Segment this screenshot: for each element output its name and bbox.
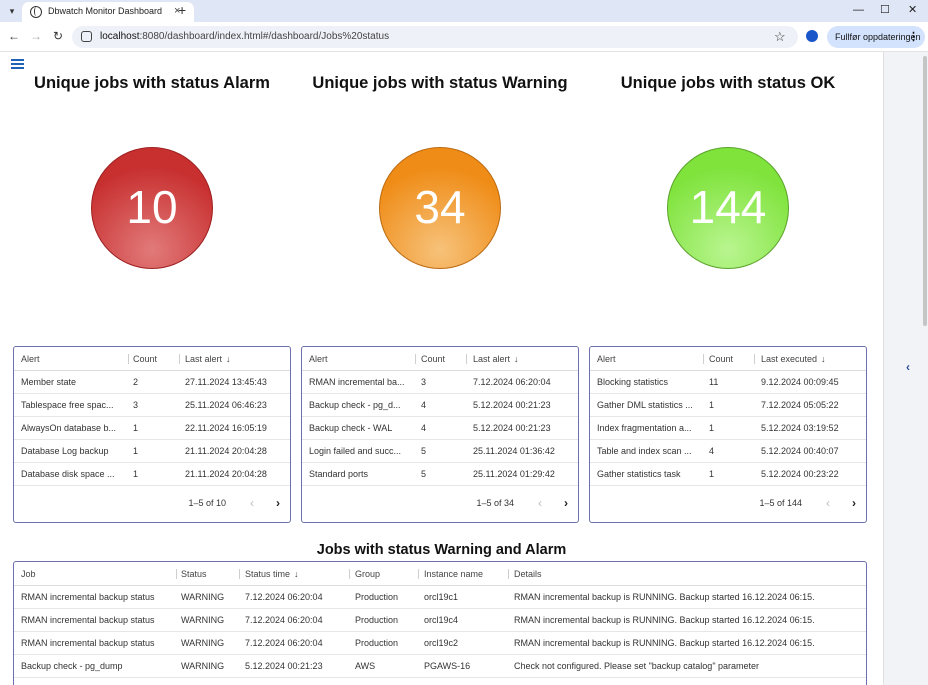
table-header: Alert Count Last alert ↓ [14,347,290,371]
sort-descending-icon[interactable]: ↓ [514,354,519,364]
pagination: 1–5 of 34 ‹ › [302,486,578,522]
column-header-instance-name[interactable]: Instance name [424,569,484,579]
tab-title: Dbwatch Monitor Dashboard [48,6,163,16]
table-row[interactable]: Gather DML statistics ... 1 7.12.2024 05:0… [590,394,866,417]
table-row[interactable]: Backup check - WAL 4 5.12.2024 00:21:23 [302,417,578,440]
table-row[interactable]: Tablespace free spac... 3 25.11.2024 06:46… [14,394,290,417]
bookmark-star-icon[interactable]: ☆ [774,29,786,44]
column-header-count[interactable]: Count [133,354,158,364]
ok-jobs-table: Alert Count Last executed ↓ Blocking stat… [589,346,867,523]
warning-jobs-table: Alert Count Last alert ↓ RMAN incremental… [301,346,579,523]
new-tab-icon[interactable]: + [178,2,187,18]
jobs-section-title: Jobs with status Warning and Alarm [316,542,567,558]
table-row[interactable]: Member state 2 27.11.2024 13:45:43 [14,371,290,394]
site-info-icon[interactable] [81,31,92,42]
browser-tab-bar: ▾ Dbwatch Monitor Dashboard × + — ☐ ✕ [0,0,928,22]
table-header: Job Status Status time ↓ Group Instance n… [14,562,866,586]
forward-icon[interactable]: → [30,29,42,43]
more-menu-icon[interactable]: ⋮ [908,31,919,43]
ok-panel-title: Unique jobs with status OK [620,74,836,92]
pagination: 1–5 of 10 ‹ › [14,486,290,522]
profile-icon[interactable] [806,30,818,42]
pagination: 1–5 of 144 ‹ › [590,486,866,522]
table-row[interactable]: RMAN incremental backup status WARNING 7.1… [14,609,866,632]
next-page-icon[interactable]: › [852,496,856,510]
close-tab-icon[interactable]: × [174,5,181,17]
column-header-alert[interactable]: Alert [309,354,328,364]
table-row[interactable]: Backup check - pg_dump WARNING 5.12.2024 0… [14,655,866,678]
table-row[interactable]: Backup check - pg_d... 4 5.12.2024 00:21:2… [302,394,578,417]
pagination-label: 1–5 of 10 [188,498,226,508]
close-window-icon[interactable]: ✕ [908,4,918,16]
jobs-warning-alarm-table: Job Status Status time ↓ Group Instance n… [13,561,867,685]
alarm-count-circle: 10 [91,147,213,269]
table-row[interactable]: RMAN incremental ba... 3 7.12.2024 06:20:0… [302,371,578,394]
column-header-status[interactable]: Status [181,569,207,579]
alarm-jobs-table: Alert Count Last alert ↓ Member state 2 27.… [13,346,291,523]
side-panel-rail: ‹ [883,52,928,685]
column-header-last-alert[interactable]: Last alert ↓ [473,354,519,364]
table-row[interactable]: AlwaysOn database b... 1 22.11.2024 16:05:… [14,417,290,440]
table-row[interactable]: RMAN incremental backup status WARNING 7.1… [14,632,866,655]
table-row[interactable]: Index fragmentation a... 1 5.12.2024 03:19… [590,417,866,440]
table-row[interactable]: Database Log backup 1 21.11.2024 20:04:28 [14,440,290,463]
column-header-last-alert[interactable]: Last alert ↓ [185,354,231,364]
warning-count-circle: 34 [379,147,501,269]
table-row[interactable]: Table and index scan ... 4 5.12.2024 00:40… [590,440,866,463]
url-text: localhost:8080/dashboard/index.html#/das… [100,31,390,42]
table-row[interactable]: Login failed and succ... 5 25.11.2024 01:3… [302,440,578,463]
alarm-panel-title: Unique jobs with status Alarm [34,74,270,92]
pagination-label: 1–5 of 144 [759,498,802,508]
scrollbar-thumb[interactable] [923,56,927,326]
reload-icon[interactable]: ↻ [53,29,64,43]
next-page-icon[interactable]: › [276,496,280,510]
table-row[interactable]: Gather statistics task 1 5.12.2024 00:23:2… [590,463,866,486]
chevron-left-icon[interactable]: ‹ [906,360,910,374]
table-row[interactable]: Standard ports 5 25.11.2024 01:29:42 [302,463,578,486]
table-header: Alert Count Last alert ↓ [302,347,578,371]
column-header-details[interactable]: Details [514,569,542,579]
column-header-count[interactable]: Count [709,354,734,364]
previous-page-icon[interactable]: ‹ [826,496,830,510]
browser-tab[interactable]: Dbwatch Monitor Dashboard × [22,2,194,22]
next-page-icon[interactable]: › [564,496,568,510]
maximize-icon[interactable]: ☐ [880,4,890,16]
tab-search-icon[interactable]: ▾ [9,6,15,16]
back-icon[interactable]: ← [8,29,20,43]
column-header-alert[interactable]: Alert [21,354,40,364]
column-header-status-time[interactable]: Status time ↓ [245,569,299,579]
table-row[interactable]: RMAN incremental backup status WARNING 7.1… [14,586,866,609]
address-bar[interactable]: localhost:8080/dashboard/index.html#/das… [72,26,798,48]
column-header-job[interactable]: Job [21,569,36,579]
globe-icon [30,6,42,18]
previous-page-icon[interactable]: ‹ [538,496,542,510]
pagination-label: 1–5 of 34 [476,498,514,508]
update-button[interactable]: Fullfør oppdateringen ⋮ [827,26,925,48]
column-header-count[interactable]: Count [421,354,446,364]
previous-page-icon[interactable]: ‹ [250,496,254,510]
table-row[interactable]: Database disk space ... 1 21.11.2024 20:04… [14,463,290,486]
dashboard-page: Unique jobs with status Alarm Unique job… [0,52,883,685]
browser-toolbar: ← → ↻ localhost:8080/dashboard/index.htm… [0,22,928,52]
table-header: Alert Count Last executed ↓ [590,347,866,371]
column-header-group[interactable]: Group [355,569,381,579]
sort-descending-icon[interactable]: ↓ [821,354,826,364]
ok-count-circle: 144 [667,147,789,269]
sort-descending-icon[interactable]: ↓ [294,569,299,579]
sort-descending-icon[interactable]: ↓ [226,354,231,364]
minimize-icon[interactable]: — [853,4,864,16]
warning-panel-title: Unique jobs with status Warning [312,74,568,92]
menu-icon[interactable] [11,59,24,69]
table-row[interactable]: Blocking statistics 11 9.12.2024 00:09:45 [590,371,866,394]
column-header-last-executed[interactable]: Last executed ↓ [761,354,826,364]
column-header-alert[interactable]: Alert [597,354,616,364]
